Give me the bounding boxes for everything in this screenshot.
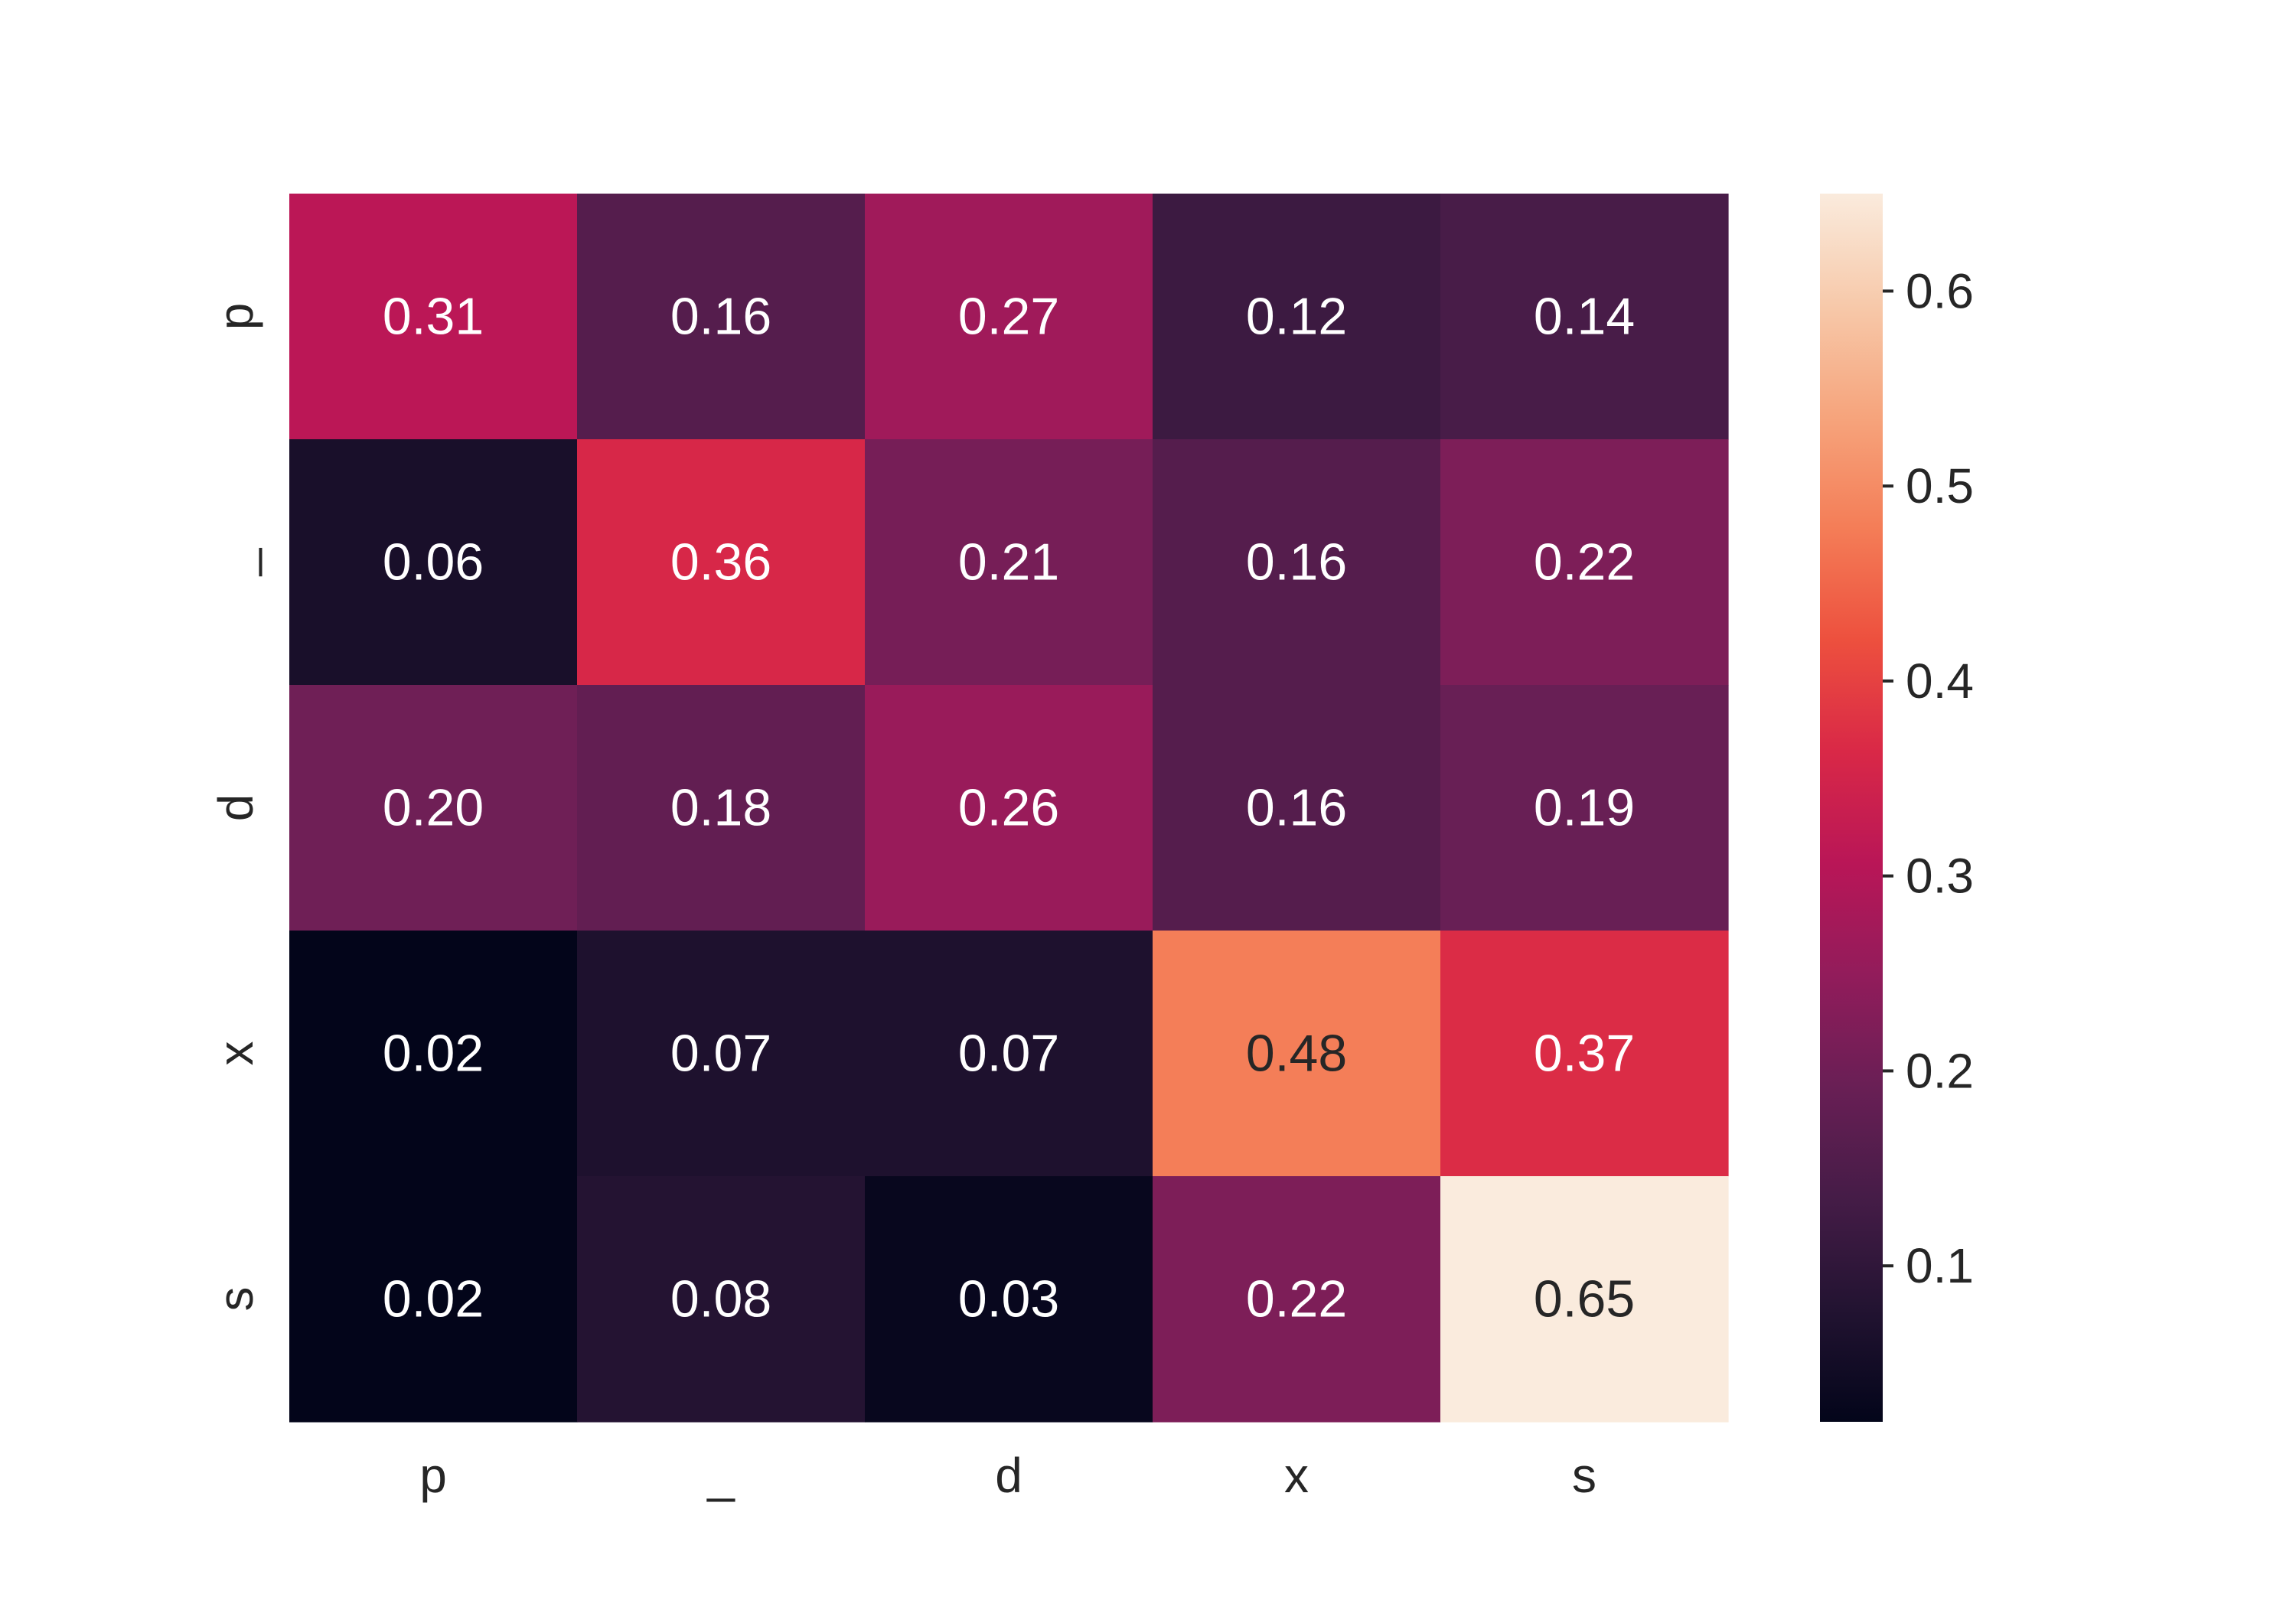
cell-value-label: 0.19: [1534, 779, 1635, 837]
heatmap-cell-x-s: [1440, 931, 1729, 1177]
cell-value-label: 0.20: [383, 779, 484, 837]
cell-value-label: 0.07: [670, 1025, 771, 1083]
cell-value-label: 0.21: [958, 533, 1059, 592]
x-tick-label-underscore: _: [706, 1448, 735, 1503]
heatmap-cell-p-d: [865, 194, 1153, 440]
cell-value-label: 0.26: [958, 779, 1059, 837]
x-axis-ticks: p _ d x s: [419, 1448, 1596, 1503]
x-tick-label-s: s: [1572, 1448, 1596, 1503]
heatmap-cells: 0.31 0.16 0.27 0.12 0.14 0.06 0.36 0.21 0.16 0.22…: [289, 194, 1729, 1423]
cell-value-label: 0.22: [1534, 533, 1635, 592]
cell-value-label: 0.02: [383, 1025, 484, 1083]
colorbar-tick-label: 0.5: [1906, 458, 1974, 513]
heatmap-cell-p-p: [289, 194, 578, 440]
cell-value-label: 0.18: [670, 779, 771, 837]
cell-value-label: 0.37: [1534, 1025, 1635, 1083]
heatmap-cell-p-s: [1440, 194, 1729, 440]
heatmap-cell-underscore-p: [289, 439, 578, 686]
heatmap-cell-underscore-s: [1440, 439, 1729, 686]
cell-value-label: 0.31: [383, 288, 484, 346]
colorbar-tick-label: 0.4: [1906, 654, 1974, 709]
colorbar: 0.1 0.2 0.3 0.4 0.5 0.6: [1820, 194, 1974, 1422]
heatmap-cell-d-s: [1440, 685, 1729, 931]
heatmap-cell-x-p: [289, 931, 578, 1177]
heatmap-cell-s-d: [865, 1176, 1153, 1423]
heatmap-cell-underscore-underscore: [577, 439, 866, 686]
heatmap-cell-s-p: [289, 1176, 578, 1423]
x-tick-label-p: p: [419, 1448, 447, 1503]
colorbar-ticks: 0.1 0.2 0.3 0.4 0.5 0.6: [1883, 263, 1974, 1293]
heatmap-cell-p-underscore: [577, 194, 866, 440]
heatmap-cell-d-underscore: [577, 685, 866, 931]
heatmap-cell-x-d: [865, 931, 1153, 1177]
heatmap-cell-d-x: [1153, 685, 1441, 931]
cell-value-label: 0.65: [1534, 1270, 1635, 1328]
heatmap-cell-x-x: [1153, 931, 1441, 1177]
y-tick-label-underscore: _: [208, 547, 263, 576]
cell-value-label: 0.08: [670, 1270, 771, 1328]
heatmap-cell-underscore-x: [1153, 439, 1441, 686]
heatmap-cell-underscore-d: [865, 439, 1153, 686]
y-tick-label-p: p: [208, 303, 263, 331]
cell-value-label: 0.16: [670, 288, 771, 346]
cell-value-label: 0.02: [383, 1270, 484, 1328]
heatmap-cell-x-underscore: [577, 931, 866, 1177]
cell-value-label: 0.16: [1246, 533, 1347, 592]
heatmap-cell-p-x: [1153, 194, 1441, 440]
y-tick-label-s: s: [208, 1287, 263, 1312]
heatmap-cell-d-d: [865, 685, 1153, 931]
cell-value-label: 0.06: [383, 533, 484, 592]
cell-value-label: 0.16: [1246, 779, 1347, 837]
cell-value-label: 0.12: [1246, 288, 1347, 346]
cell-value-label: 0.07: [958, 1025, 1059, 1083]
cell-value-label: 0.03: [958, 1270, 1059, 1328]
colorbar-tick-label: 0.6: [1906, 263, 1974, 318]
x-tick-label-d: d: [995, 1448, 1022, 1503]
y-axis-ticks: p _d x s: [208, 303, 263, 1312]
cell-value-label: 0.48: [1246, 1025, 1347, 1083]
x-tick-label-x: x: [1284, 1448, 1309, 1503]
cell-value-label: 0.22: [1246, 1270, 1347, 1328]
colorbar-gradient: [1820, 194, 1883, 1422]
colorbar-tick-label: 0.1: [1906, 1238, 1974, 1293]
y-tick-label-d: d: [208, 794, 263, 822]
colorbar-tick-label: 0.3: [1906, 849, 1974, 904]
heatmap-cell-s-x: [1153, 1176, 1441, 1423]
heatmap-cell-s-underscore: [577, 1176, 866, 1423]
cell-value-label: 0.14: [1534, 288, 1635, 346]
cell-value-label: 0.27: [958, 288, 1059, 346]
heatmap-cell-s-s: [1440, 1176, 1729, 1423]
colorbar-tick-label: 0.2: [1906, 1043, 1974, 1098]
heatmap-cell-d-p: [289, 685, 578, 931]
cell-value-label: 0.36: [670, 533, 771, 592]
y-tick-label-x: x: [208, 1041, 263, 1066]
